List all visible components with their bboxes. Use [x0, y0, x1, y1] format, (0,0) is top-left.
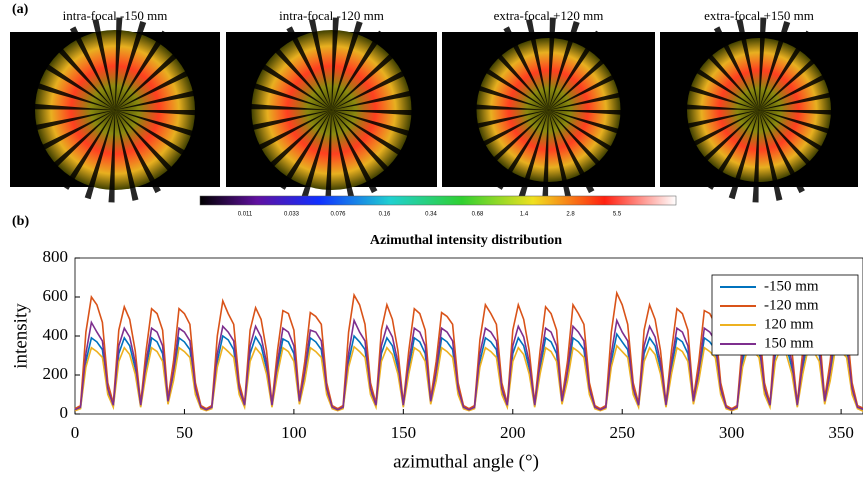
line-series: [74, 317, 863, 411]
legend-label: -120 mm: [764, 297, 819, 313]
colorbar-tick-label: 0.076: [330, 212, 346, 218]
image-spokes: [666, 17, 852, 203]
panel-label: (a): [12, 2, 29, 17]
colorbar-tick-label: 0.16: [379, 212, 391, 218]
colorbar-tick-label: 5.5: [613, 212, 622, 218]
legend-label: -150 mm: [764, 278, 819, 294]
legend-label: 150 mm: [764, 335, 814, 351]
x-axis-label: azimuthal angle (°): [393, 451, 539, 472]
x-tick-label: 300: [719, 423, 745, 442]
y-tick-label: 600: [43, 286, 69, 305]
image-title: extra-focal +120 mm: [494, 8, 604, 23]
legend-label: 120 mm: [764, 316, 814, 332]
colorbar-tick-label: 0.011: [238, 212, 253, 218]
x-tick-label: 50: [176, 423, 193, 442]
colorbar: [199, 195, 677, 206]
image-spokes: [456, 17, 641, 203]
image-spokes: [22, 17, 208, 203]
x-tick-label: 150: [391, 423, 417, 442]
y-tick-label: 800: [43, 247, 69, 266]
image-spokes: [239, 17, 424, 203]
x-tick-label: 250: [609, 423, 635, 442]
image-title: intra-focal -150 mm: [63, 8, 168, 23]
colorbar-tick-label: 0.34: [425, 212, 437, 218]
y-axis-label: intensity: [10, 303, 31, 369]
panel-label: (b): [12, 214, 29, 229]
colorbar-tick-label: 1.4: [520, 212, 529, 218]
x-tick-label: 200: [500, 423, 526, 442]
line-series: [74, 344, 863, 412]
x-tick-label: 0: [71, 423, 80, 442]
line-series: [74, 290, 863, 410]
image-title: extra-focal +150 mm: [704, 8, 814, 23]
y-tick-label: 200: [43, 364, 69, 383]
x-tick-label: 100: [281, 423, 307, 442]
colorbar-tick-label: 2.8: [566, 212, 575, 218]
legend-box: [711, 274, 859, 356]
chart-title: Azimuthal intensity distribution: [370, 233, 562, 248]
x-tick-label: 350: [828, 423, 854, 442]
y-tick-label: 0: [60, 403, 69, 422]
colorbar-tick-label: 0.68: [472, 212, 484, 218]
y-tick-label: 400: [43, 325, 69, 344]
image-title: intra-focal -120 mm: [279, 8, 384, 23]
colorbar-tick-label: 0.033: [284, 212, 300, 218]
